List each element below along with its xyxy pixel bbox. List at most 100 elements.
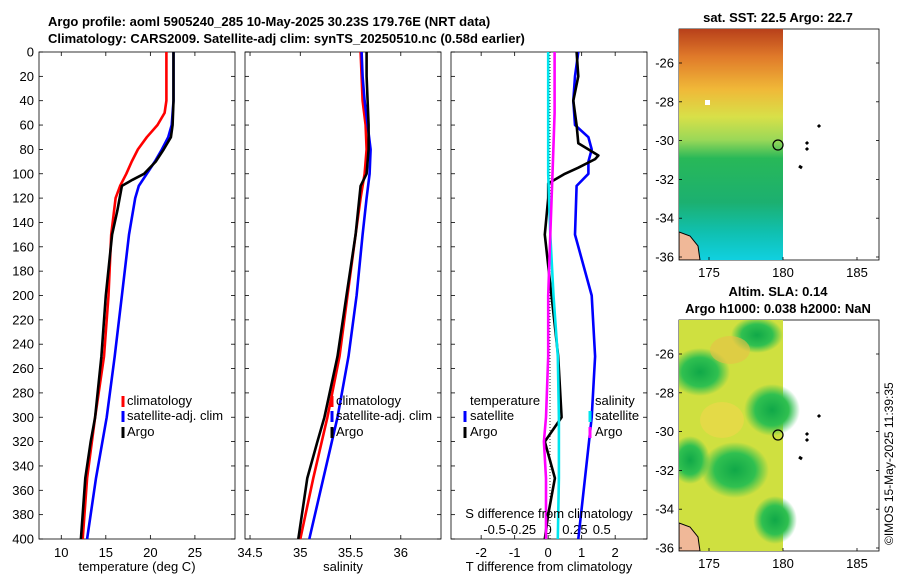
x-tick-label: 1 — [578, 545, 585, 560]
depth-tick-label: 160 — [12, 239, 34, 254]
depth-tick-label: 80 — [20, 142, 34, 157]
sst-map-title: sat. SST: 22.5 Argo: 22.7 — [703, 10, 853, 25]
series-argo — [297, 52, 370, 540]
s-tick-label: 0.5 — [593, 522, 611, 537]
legend-t-satellite: satellite — [470, 408, 514, 423]
sla-map-axes: 175 180 185 -26 -28 -30 -32 -34 -36 — [655, 347, 879, 571]
salinity-y-ticks — [245, 51, 441, 540]
difference-legend: temperature satellite Argo salinity sate… — [463, 393, 639, 439]
depth-tick-label: 360 — [12, 483, 34, 498]
lat-tick-label: -30 — [655, 133, 674, 148]
salinity-panel: 34.5 35 35.5 36 salinity climatology satell… — [237, 51, 442, 574]
temperature-legend: climatology satellite-adj. clim Argo — [121, 393, 223, 439]
x-tick-label: 20 — [143, 545, 157, 560]
x-tick-label: 25 — [188, 545, 202, 560]
depth-tick-label: 220 — [12, 312, 34, 327]
lon-tick-label: 175 — [698, 265, 720, 280]
depth-tick-label: 240 — [12, 337, 34, 352]
depth-tick-label: 180 — [12, 264, 34, 279]
lat-tick-label: -30 — [655, 424, 674, 439]
temperature-xlabel: temperature (deg C) — [78, 559, 195, 574]
s-tick-label: -0.25 — [507, 522, 537, 537]
legend-s-argo: Argo — [595, 424, 622, 439]
lon-tick-label: 180 — [772, 556, 794, 571]
kermadec-islands — [798, 413, 822, 461]
lat-tick-label: -28 — [655, 385, 674, 400]
s-difference-label: S difference from climatology — [465, 506, 633, 521]
lon-tick-label: 180 — [772, 265, 794, 280]
series-s-satellite — [546, 52, 561, 540]
legend-satellite: satellite-adj. clim — [336, 408, 432, 423]
series-argo — [79, 52, 175, 540]
sst-map: sat. SST: 22.5 Argo: 22.7 175 180 185 -26 -2… — [655, 10, 880, 280]
depth-tick-label: 280 — [12, 385, 34, 400]
x-tick-label: 34.5 — [237, 545, 262, 560]
x-tick-label: 35 — [293, 545, 307, 560]
kermadec-islands — [798, 123, 822, 170]
salinity-x-axis: 34.5 35 35.5 36 — [237, 52, 408, 560]
x-tick-label: 2 — [612, 545, 619, 560]
header-line-2: Climatology: CARS2009. Satellite-adj cli… — [48, 31, 525, 46]
land-new-zealand — [679, 522, 701, 551]
lat-tick-label: -26 — [655, 56, 674, 71]
s-tick-label: 0 — [545, 522, 552, 537]
depth-tick-label: 380 — [12, 507, 34, 522]
lat-tick-label: -32 — [655, 463, 674, 478]
depth-tick-label: 20 — [20, 69, 34, 84]
depth-tick-label: 100 — [12, 166, 34, 181]
land-new-zealand — [679, 231, 701, 260]
depth-tick-label: 300 — [12, 410, 34, 425]
legend-s-satellite: satellite — [595, 408, 639, 423]
s-tick-label: -0.5 — [483, 522, 505, 537]
x-tick-label: 36 — [394, 545, 408, 560]
s-difference-axis: -0.5 -0.25 0 0.25 0.5 — [483, 522, 610, 537]
salinity-series — [297, 51, 372, 540]
series-s-argo — [542, 52, 556, 539]
legend-argo: Argo — [127, 424, 154, 439]
depth-tick-label: 60 — [20, 118, 34, 133]
difference-xlabel: T difference from climatology — [466, 559, 633, 574]
x-tick-label: 15 — [99, 545, 113, 560]
depth-tick-label: 140 — [12, 215, 34, 230]
x-tick-label: 10 — [54, 545, 68, 560]
depth-tick-label: 320 — [12, 434, 34, 449]
lon-tick-label: 175 — [698, 556, 720, 571]
series-t-argo — [543, 51, 600, 540]
depth-tick-label: 340 — [12, 458, 34, 473]
lat-tick-label: -34 — [655, 502, 674, 517]
header-line-1: Argo profile: aoml 5905240_285 10-May-20… — [48, 14, 491, 29]
argo-float-marker — [772, 139, 784, 151]
copyright-stamp: ©IMOS 15-May-2025 11:39:35 — [882, 382, 896, 545]
lat-tick-label: -34 — [655, 211, 674, 226]
argo-float-marker — [772, 429, 784, 441]
lon-tick-label: 185 — [846, 556, 868, 571]
missing-pixel — [705, 100, 710, 105]
lon-tick-label: 185 — [846, 265, 868, 280]
s-tick-label: 0.25 — [562, 522, 587, 537]
series-climatology — [81, 52, 168, 540]
legend-climatology: climatology — [127, 393, 193, 408]
x-tick-label: 35.5 — [338, 545, 363, 560]
legend-satellite: satellite-adj. clim — [127, 408, 223, 423]
salinity-axes-box — [244, 51, 442, 540]
lat-tick-label: -28 — [655, 94, 674, 109]
difference-panel: -2 -1 0 1 2 -0.5 -0.25 0 0.25 0.5 T difference f… — [450, 51, 648, 574]
legend-argo: Argo — [336, 424, 363, 439]
depth-tick-label: 400 — [12, 532, 34, 547]
legend-t-argo: Argo — [470, 424, 497, 439]
temperature-series — [79, 52, 175, 540]
x-tick-label: -1 — [509, 545, 521, 560]
legend-temperature-title: temperature — [470, 393, 540, 408]
sst-map-axes: 175 180 185 -26 -28 -30 -32 -34 -36 — [655, 56, 879, 280]
depth-tick-label: 0 — [27, 45, 34, 60]
lat-tick-label: -36 — [655, 541, 674, 556]
depth-tick-label: 120 — [12, 191, 34, 206]
sla-map-title-2: Argo h1000: 0.038 h2000: NaN — [685, 301, 871, 316]
depth-tick-label: 260 — [12, 361, 34, 376]
x-tick-label: -2 — [475, 545, 487, 560]
temperature-panel: 0 20 40 60 80 100 120 140 160 180 200 220 240 260 280 3… — [12, 45, 236, 574]
legend-climatology: climatology — [336, 393, 402, 408]
lat-tick-label: -32 — [655, 172, 674, 187]
temperature-axes-box — [38, 51, 236, 540]
